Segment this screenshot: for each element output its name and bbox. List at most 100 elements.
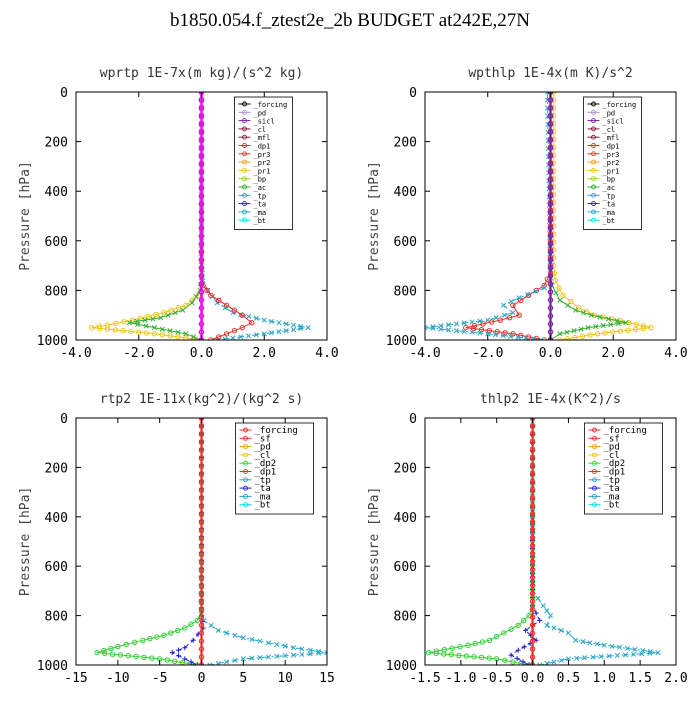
data-point-_dp1 [175,627,181,634]
data-point-_tp [307,651,313,657]
data-point-_tp [238,334,244,340]
data-point-_dp1 [231,328,238,334]
legend-marker [591,151,596,157]
data-point-_tp [290,652,297,658]
data-point-_dp1 [101,647,107,654]
legend-marker [591,109,596,115]
data-point-_dp1 [147,635,153,642]
legend-marker [591,143,596,148]
data-point-_ac [191,334,197,340]
data-point-_dp1 [449,645,455,651]
x-tick-label: 4.0 [315,346,338,361]
data-point-_ac [623,320,629,326]
data-point-_dp1 [471,654,477,660]
data-point-_bt [198,297,205,303]
x-tick-label: 1.5 [628,671,651,686]
series-line-_tp [425,92,552,340]
data-point-_dp1 [168,630,174,636]
data-point-_tp [222,336,228,340]
legend-marker [242,109,247,115]
data-point-_tp [461,328,467,335]
legend-label: _dp1 [604,468,626,478]
data-point-_dp1 [507,314,513,321]
data-point-_tp [544,622,550,629]
data-point-_tp [249,636,255,643]
data-point-_forcing [529,431,536,437]
data-point-_bt [198,153,205,159]
data-point-_tp [249,655,255,661]
legend-label: _bp [254,176,267,184]
legend-label: _pd [603,109,616,117]
data-point-_ac [614,318,620,324]
data-point-_forcing [198,606,205,612]
data-point-_dp1 [486,637,493,643]
legend-marker [592,435,597,441]
y-tick-label: 800 [394,284,417,299]
data-point-_ta [537,618,543,624]
data-point-_bt [198,265,205,271]
data-point-_tp [445,327,452,333]
data-point-_pr1 [610,329,616,335]
x-tick-label: -1.0 [445,671,476,686]
data-point-_ta [526,662,532,665]
x-tick-label: 0.0 [521,671,544,686]
data-point-_ac [557,297,563,303]
data-point-_forcing [198,534,205,541]
data-point-_dp1 [471,323,478,329]
data-point-_dp1 [433,650,439,657]
data-point-_bt [198,217,205,223]
data-point-_tp [230,335,236,340]
data-point-_tp [253,315,259,321]
data-point-_dp1 [501,630,507,636]
data-point-_tp [222,305,228,311]
data-point-_forcing [198,494,205,501]
data-point-_bt [198,137,205,143]
data-point-_ac [580,310,586,316]
data-point-_dp1 [465,642,471,648]
data-point-_forcing [198,423,205,429]
legend-marker [243,477,248,483]
data-point-_tp [508,299,514,305]
data-point-_sicl [547,193,554,199]
data-point-_tp [565,656,571,662]
data-point-_dp1 [216,334,222,340]
legend-label: _pd [604,443,620,453]
data-point-_pr1 [576,305,582,311]
data-point-_dp1 [123,641,129,648]
y-tick-label: 1000 [386,659,417,674]
legend-marker [243,460,248,466]
data-point-_sicl [547,129,554,135]
data-point-_tp [240,635,246,641]
data-point-_ta [169,650,175,656]
data-point-_tp [453,328,459,334]
data-point-_ac [183,331,189,337]
data-point-_tp [261,317,267,323]
plot-frame [424,417,677,666]
legend-label: _sf [604,434,620,444]
legend-marker [242,167,247,173]
data-point-_forcing [529,622,536,628]
data-point-_dp1 [239,324,245,331]
data-point-_sicl [547,177,554,183]
data-point-_tp [485,317,491,323]
panel-title: wpthlp 1E-4x(m K)/s^2 [468,66,632,81]
data-point-_forcing [529,463,536,469]
data-point-_tp [232,632,238,638]
data-point-_sicl [547,225,554,231]
data-point-_bt [198,289,205,295]
data-point-_ac [557,331,563,337]
legend-label: _sf [255,434,271,444]
data-point-_forcing [529,518,536,525]
data-point-_tp [438,326,444,332]
legend-marker [591,184,596,190]
data-point-_ac [126,320,132,326]
legend-marker [592,502,597,508]
legend-label: _ma [604,492,620,502]
data-point-_tp [307,647,313,653]
data-point-_ac [565,302,571,308]
data-point-_ac [150,316,156,322]
data-point-_sicl [547,241,554,247]
legend-marker [592,485,597,491]
data-point-_ta [508,652,514,658]
legend-marker [243,435,248,441]
